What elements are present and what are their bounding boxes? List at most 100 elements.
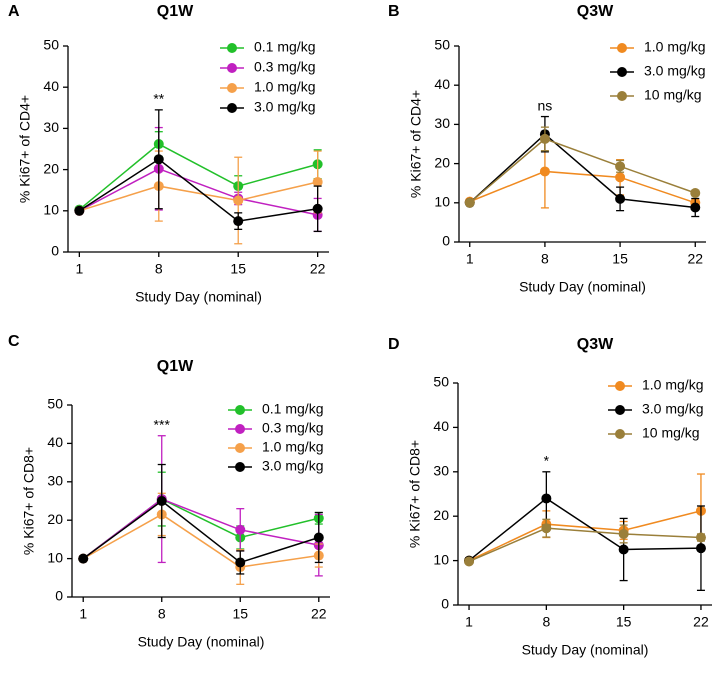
legend-marker (235, 443, 245, 453)
legend-label: 3.0 mg/kg (644, 63, 705, 79)
legend-label: 3.0 mg/kg (262, 458, 323, 474)
series-line (468, 510, 702, 562)
data-point (233, 195, 244, 206)
x-tick-label: 1 (465, 614, 473, 630)
y-tick-label: 30 (47, 473, 63, 489)
y-tick-label: 10 (43, 202, 59, 218)
y-axis-label: % Ki67+ of CD8+ (407, 440, 423, 548)
y-axis-label: % Ki67+ of CD8+ (21, 447, 37, 555)
legend-label: 0.3 mg/kg (254, 59, 315, 75)
legend-marker (227, 83, 237, 93)
data-point (78, 553, 89, 564)
y-tick-label: 20 (434, 154, 450, 170)
data-point (464, 197, 475, 208)
data-point (74, 205, 85, 216)
legend-marker (227, 43, 237, 53)
data-point (233, 216, 244, 227)
data-point (156, 496, 167, 506)
y-tick-label: 10 (434, 194, 450, 210)
legend-marker (235, 405, 245, 415)
data-point (464, 556, 475, 567)
series-line (469, 170, 696, 204)
y-tick-label: 30 (433, 463, 449, 479)
legend-marker (617, 67, 627, 77)
series-line (468, 497, 701, 562)
legend-marker (235, 424, 245, 434)
y-tick-label: 50 (433, 374, 449, 390)
legend-label: 0.3 mg/kg (262, 420, 323, 436)
x-tick-label: 8 (541, 251, 549, 267)
x-axis-label: Study Day (nominal) (138, 634, 265, 650)
series-line (82, 513, 319, 568)
data-point (541, 493, 552, 504)
legend-marker (227, 103, 237, 113)
data-point (541, 523, 552, 534)
legend-label: 3.0 mg/kg (254, 99, 315, 115)
y-tick-label: 20 (47, 511, 63, 527)
series-line (82, 498, 319, 560)
y-tick-label: 0 (442, 233, 450, 249)
data-point (615, 172, 626, 183)
panel-label: B (388, 3, 400, 20)
annotation: ** (153, 91, 164, 107)
chart-title: Q3W (577, 336, 614, 353)
y-tick-label: 30 (43, 119, 59, 135)
y-tick-label: 40 (434, 76, 450, 92)
legend-marker (235, 462, 245, 472)
legend-label: 10 mg/kg (644, 87, 702, 103)
y-tick-label: 0 (441, 596, 449, 612)
y-axis-label: % Ki67+ of CD4+ (408, 90, 424, 198)
series-line (468, 527, 701, 563)
x-tick-label: 1 (466, 251, 474, 267)
chart-title: Q1W (157, 358, 194, 375)
data-point (695, 543, 706, 554)
x-tick-label: 1 (79, 606, 87, 622)
data-point (153, 154, 164, 165)
y-tick-label: 0 (51, 243, 59, 259)
panel-label: C (8, 333, 20, 350)
x-axis-label: Study Day (nominal) (522, 642, 649, 658)
legend-marker (617, 43, 627, 53)
legend-label: 3.0 mg/kg (642, 401, 703, 417)
x-tick-label: 22 (311, 606, 327, 622)
legend-label: 1.0 mg/kg (644, 39, 705, 55)
x-axis-label: Study Day (nominal) (135, 289, 262, 305)
legend-marker (615, 429, 625, 439)
data-point (539, 133, 550, 144)
annotation: ns (538, 97, 553, 113)
chart-title: Q3W (577, 3, 614, 20)
x-tick-label: 15 (616, 614, 632, 630)
y-tick-label: 40 (47, 434, 63, 450)
y-tick-label: 40 (43, 78, 59, 94)
data-point (690, 202, 701, 213)
panel-label: A (8, 3, 20, 20)
x-tick-label: 8 (542, 614, 550, 630)
data-point (539, 166, 550, 177)
data-point (235, 524, 246, 535)
x-tick-label: 22 (310, 261, 326, 277)
data-point (695, 532, 706, 543)
x-tick-label: 15 (230, 261, 246, 277)
y-tick-label: 30 (434, 115, 450, 131)
legend-marker (615, 381, 625, 391)
series-line (469, 133, 696, 209)
series-line (78, 167, 318, 216)
x-axis-label: Study Day (nominal) (519, 279, 646, 295)
y-tick-label: 50 (43, 37, 59, 53)
legend-marker (615, 405, 625, 415)
data-point (312, 176, 323, 187)
data-point (618, 544, 629, 555)
panel-label: D (388, 336, 400, 353)
legend-label: 0.1 mg/kg (254, 39, 315, 55)
data-point (235, 557, 246, 568)
y-tick-label: 40 (433, 418, 449, 434)
series-line (82, 498, 319, 560)
legend-label: 10 mg/kg (642, 425, 700, 441)
x-tick-label: 1 (75, 261, 83, 277)
legend-marker (227, 63, 237, 73)
x-tick-label: 22 (693, 614, 709, 630)
series-line (82, 500, 320, 564)
y-tick-label: 20 (433, 507, 449, 523)
annotation: *** (154, 416, 171, 432)
